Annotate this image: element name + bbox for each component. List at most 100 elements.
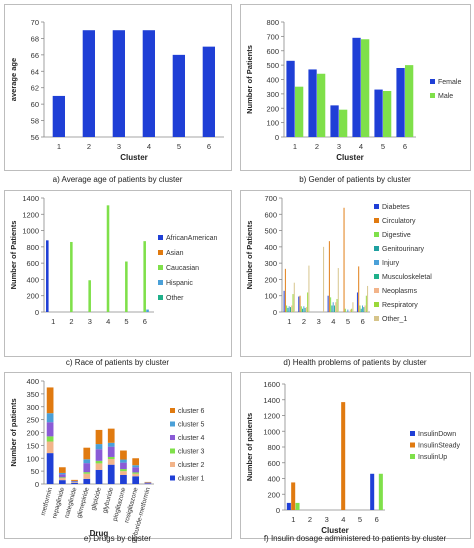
y-tick-label: 400 xyxy=(267,475,280,484)
y-tick-label: 700 xyxy=(266,32,279,41)
chart-caption: b) Gender of patients by cluster xyxy=(299,175,411,184)
y-tick-label: 1400 xyxy=(263,396,280,405)
y-tick-label: 400 xyxy=(266,76,279,85)
bar-cluster-5-Male xyxy=(383,91,391,137)
bar-cluster-1-InsulinDown xyxy=(287,503,291,510)
bar-cluster-1-Digestive xyxy=(286,305,287,312)
bar-glipizide-cluster-2 xyxy=(96,463,103,469)
bar-glyburide-cluster-4 xyxy=(108,447,115,457)
bar-cluster-2-Injury xyxy=(303,306,304,312)
y-tick-label: 0 xyxy=(273,308,277,317)
bar-cluster-6-Male xyxy=(405,65,413,137)
bar-cluster-5-Circulatory xyxy=(344,208,345,312)
bar-cluster-1-Female xyxy=(286,61,294,137)
bar-rosiglitazone-cluster-3 xyxy=(132,472,139,473)
bar-cluster-5-series xyxy=(173,55,185,137)
bar-cluster-5-Caucasian xyxy=(125,262,128,312)
legend-label: Other_1 xyxy=(382,316,407,323)
bar-cluster-2-Circulatory xyxy=(300,296,301,312)
bar-metformin-cluster-3 xyxy=(47,436,54,441)
x-tick-label: 5 xyxy=(381,142,385,151)
bar-cluster-6-InsulinDown xyxy=(370,474,374,510)
y-tick-label: 0 xyxy=(35,308,39,317)
bar-cluster-1-Male xyxy=(295,87,303,137)
bar-metformin-cluster-6 xyxy=(47,387,54,413)
y-axis-label: Number of Patients xyxy=(245,221,254,290)
bar-glimepiride-cluster-5 xyxy=(83,459,90,463)
x-tick-label: 6 xyxy=(143,317,147,326)
legend-label: Respiratory xyxy=(382,302,418,309)
bar-pioglitazone-cluster-1 xyxy=(120,475,127,484)
legend-swatch xyxy=(374,204,379,209)
bar-cluster-1-Other_1 xyxy=(294,283,295,312)
y-tick-label: 200 xyxy=(26,292,39,301)
legend-swatch xyxy=(170,462,175,467)
bar-cluster-3-Male xyxy=(339,110,347,137)
chart-caption: d) Health problems of patients by cluste… xyxy=(283,358,427,367)
bar-glimepiride-cluster-3 xyxy=(83,472,90,474)
bar-cluster-1-InsulinUp xyxy=(296,503,300,510)
legend-swatch xyxy=(158,280,163,285)
bar-cluster-1-AfricanAmerican xyxy=(46,240,49,312)
y-tick-label: 0 xyxy=(276,506,280,515)
bar-nateglinide-cluster-2 xyxy=(71,482,78,483)
y-tick-label: 200 xyxy=(264,275,277,284)
y-tick-label: 100 xyxy=(264,292,277,301)
y-tick-label: 0 xyxy=(35,480,39,489)
legend-label: Diabetes xyxy=(382,204,410,211)
x-axis-label: Cluster xyxy=(120,153,148,162)
x-tick-label: 2 xyxy=(315,142,319,151)
bar-repaglinide-cluster-6 xyxy=(59,467,66,473)
x-tick-label: 3 xyxy=(317,317,321,326)
bar-repaglinide-cluster-1 xyxy=(59,480,66,484)
x-tick-label: 3 xyxy=(337,142,341,151)
bar-glyburide-metformin-cluster-6 xyxy=(145,482,152,483)
chart-caption: e) Drugs by cluster xyxy=(84,534,151,543)
bar-repaglinide-cluster-2 xyxy=(59,478,66,480)
bar-pioglitazone-cluster-2 xyxy=(120,471,127,475)
legend-label: InsulinSteady xyxy=(418,443,461,450)
bar-glyburide-cluster-5 xyxy=(108,443,115,447)
y-tick-label: 500 xyxy=(264,227,277,236)
x-tick-label: 5 xyxy=(124,317,128,326)
x-tick-label: 6 xyxy=(361,317,365,326)
legend-label: cluster 6 xyxy=(178,408,205,415)
x-tick-label: 5 xyxy=(346,317,350,326)
legend-label: InsulinUp xyxy=(418,454,447,461)
bar-cluster-6-Hispanic xyxy=(146,310,149,312)
bar-cluster-6-Injury xyxy=(362,305,363,312)
bar-metformin-cluster-5 xyxy=(47,413,54,422)
y-tick-label: 300 xyxy=(26,403,39,412)
legend-label: Caucasian xyxy=(166,265,199,272)
x-tick-label: 5 xyxy=(177,142,181,151)
legend-swatch xyxy=(170,476,175,481)
bar-cluster-3-Caucasian xyxy=(88,280,91,312)
y-tick-label: 100 xyxy=(26,454,39,463)
y-tick-label: 64 xyxy=(31,67,39,76)
bar-metformin-cluster-4 xyxy=(47,422,54,436)
y-tick-label: 500 xyxy=(266,61,279,70)
bar-cluster-1-series xyxy=(53,96,65,137)
x-tick-label: 3 xyxy=(325,515,329,524)
x-tick-label: 6 xyxy=(403,142,407,151)
bar-glipizide-cluster-6 xyxy=(96,430,103,444)
bar-glyburide-cluster-1 xyxy=(108,465,115,484)
bar-glyburide-metformin-cluster-4 xyxy=(145,483,152,484)
legend-swatch xyxy=(374,274,379,279)
y-tick-label: 600 xyxy=(264,210,277,219)
bar-cluster-3-Female xyxy=(330,105,338,137)
y-tick-label: 200 xyxy=(266,104,279,113)
x-tick-label: 5 xyxy=(358,515,362,524)
legend-label: cluster 1 xyxy=(178,476,205,483)
bar-cluster-2-Male xyxy=(317,74,325,137)
y-tick-label: 1600 xyxy=(263,380,280,389)
bar-metformin-cluster-2 xyxy=(47,442,54,454)
y-tick-label: 60 xyxy=(31,100,39,109)
legend-swatch xyxy=(374,288,379,293)
bar-cluster-1-Neoplasms xyxy=(291,305,292,312)
x-tick-label: 4 xyxy=(331,317,335,326)
legend-label: Genitourinary xyxy=(382,246,425,253)
